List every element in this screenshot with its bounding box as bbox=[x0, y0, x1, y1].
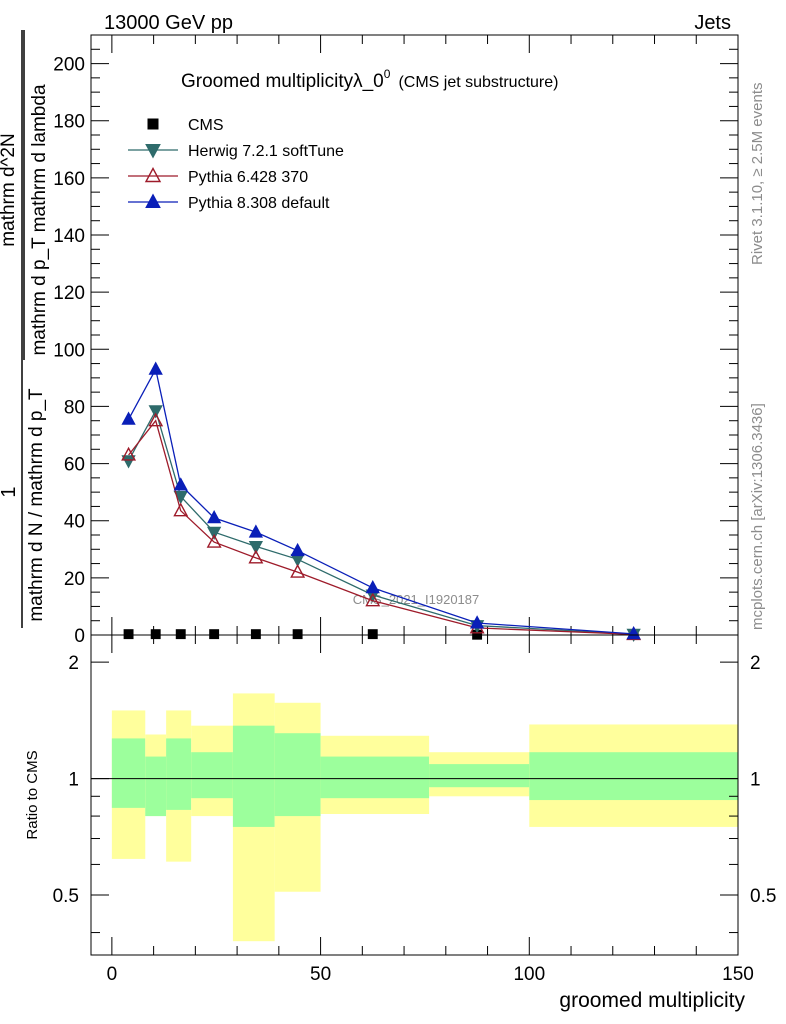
legend-marker bbox=[147, 118, 159, 130]
y-tick-label: 60 bbox=[64, 455, 85, 476]
chart-title-main: Groomed multiplicityλ_0 bbox=[181, 71, 384, 92]
data-point bbox=[626, 626, 641, 640]
ratio-y-tick-label-right: 0.5 bbox=[750, 886, 776, 907]
data-point bbox=[290, 563, 306, 578]
data-point bbox=[173, 502, 189, 517]
y-tick-label: 100 bbox=[53, 340, 85, 361]
data-point bbox=[148, 412, 164, 427]
main-y-label: 1 mathrm d^2N mathrm d p_T mathrm d lamb… bbox=[0, 30, 50, 628]
ratio-plot: 0.5 0.5 1 1 2 2 0 50 100 150 Ratio to CMS bbox=[24, 634, 776, 985]
data-point bbox=[365, 580, 380, 594]
ratio-band-inner bbox=[191, 752, 233, 799]
data-point bbox=[365, 592, 381, 607]
ratio-band-inner bbox=[529, 752, 738, 801]
main-x-axis bbox=[111, 35, 739, 635]
y-label-one: 1 bbox=[0, 486, 20, 497]
data-point bbox=[123, 629, 134, 640]
x-tick-label: 100 bbox=[513, 964, 545, 985]
legend-item: Herwig 7.2.1 softTune bbox=[128, 143, 344, 160]
ratio-band-inner bbox=[274, 733, 321, 817]
data-point bbox=[248, 524, 264, 538]
y-label-denominator: mathrm d N / mathrm d p_T bbox=[26, 388, 47, 622]
legend-label: Pythia 8.308 default bbox=[188, 195, 330, 212]
legend-item: Pythia 6.428 370 bbox=[128, 167, 308, 186]
data-point bbox=[148, 405, 163, 419]
y-tick-label: 200 bbox=[53, 55, 85, 76]
data-point bbox=[121, 455, 136, 469]
data-point bbox=[248, 549, 264, 564]
ratio-band-inner bbox=[320, 756, 430, 799]
ratio-band-inner bbox=[145, 756, 167, 817]
y-tick-label: 40 bbox=[64, 512, 85, 533]
data-point bbox=[250, 629, 261, 640]
ratio-plot-frame bbox=[90, 634, 739, 956]
x-axis-label: groomed multiplicity bbox=[559, 989, 745, 1012]
data-point bbox=[150, 629, 161, 640]
ratio-y-axis: 0.5 0.5 1 1 2 2 bbox=[53, 653, 776, 934]
ratio-y-tick-label: 2 bbox=[68, 653, 79, 674]
data-point bbox=[207, 510, 222, 524]
ratio-y-tick-label-right: 2 bbox=[750, 653, 761, 674]
main-y-axis: 0 20 40 60 80 100 120 140 160 180 200 bbox=[53, 34, 738, 647]
data-point bbox=[121, 411, 136, 425]
legend-item: CMS bbox=[147, 117, 224, 134]
y-tick-label: 180 bbox=[53, 112, 85, 133]
legend-item: Pythia 8.308 default bbox=[128, 193, 330, 212]
header-right-label: Jets bbox=[694, 12, 731, 34]
data-point bbox=[292, 629, 303, 640]
legend-marker bbox=[144, 167, 162, 183]
y-tick-label: 160 bbox=[53, 169, 85, 190]
data-point bbox=[290, 542, 305, 557]
ratio-band-inner bbox=[166, 738, 192, 810]
data-point bbox=[367, 629, 378, 640]
legend: CMS Herwig 7.2.1 softTune Pythia 6.428 370… bbox=[128, 117, 344, 212]
ratio-band-inner bbox=[111, 738, 146, 808]
ratio-band-inner bbox=[429, 764, 530, 788]
data-point bbox=[175, 629, 186, 640]
y-tick-label: 140 bbox=[53, 226, 85, 247]
data-point bbox=[207, 526, 222, 540]
legend-label: CMS bbox=[188, 117, 224, 134]
y-label-main-numerator: mathrm d^2N bbox=[0, 133, 19, 246]
chart-title: Groomed multiplicityλ_00 (CMS jet substru… bbox=[181, 67, 558, 92]
ratio-band-inner bbox=[232, 725, 275, 827]
ratio-y-tick-label: 0.5 bbox=[53, 886, 79, 907]
legend-marker bbox=[145, 144, 161, 159]
data-point bbox=[469, 615, 485, 629]
ratio-y-tick-label-right: 1 bbox=[750, 770, 761, 791]
y-tick-label: 80 bbox=[64, 397, 85, 418]
y-tick-label: 120 bbox=[53, 283, 85, 304]
data-point bbox=[206, 533, 222, 548]
series-line bbox=[128, 419, 634, 636]
data-point bbox=[173, 477, 188, 491]
header-left-label: 13000 GeV pp bbox=[104, 12, 233, 34]
ratio-y-label: Ratio to CMS bbox=[24, 750, 41, 839]
x-tick-label: 150 bbox=[722, 964, 754, 985]
ratio-bands bbox=[111, 693, 738, 942]
side-label-mcplots: mcplots.cern.ch [arXiv:1306.3436] bbox=[749, 403, 766, 630]
legend-label: Herwig 7.2.1 softTune bbox=[188, 143, 344, 160]
ratio-y-tick-label: 1 bbox=[68, 770, 79, 791]
x-tick-label: 0 bbox=[107, 964, 118, 985]
side-label-rivet: Rivet 3.1.10, ≥ 2.5M events bbox=[749, 83, 766, 266]
data-point bbox=[121, 446, 137, 461]
legend-marker bbox=[145, 193, 161, 208]
data-point bbox=[209, 629, 220, 640]
data-point bbox=[148, 361, 163, 375]
legend-label: Pythia 6.428 370 bbox=[188, 169, 308, 186]
data-point bbox=[248, 540, 264, 555]
y-tick-label: 0 bbox=[74, 626, 85, 647]
ratio-x-axis: 0 50 100 150 bbox=[107, 635, 754, 985]
chart-title-suffix: (CMS jet substructure) bbox=[398, 74, 558, 91]
x-tick-label: 50 bbox=[310, 964, 331, 985]
series-pythia-8-308-default bbox=[121, 361, 641, 640]
chart-title-superscript: 0 bbox=[384, 67, 391, 81]
y-tick-label: 20 bbox=[64, 569, 85, 590]
y-label-main-denominator: mathrm d p_T mathrm d lambda bbox=[29, 84, 50, 355]
